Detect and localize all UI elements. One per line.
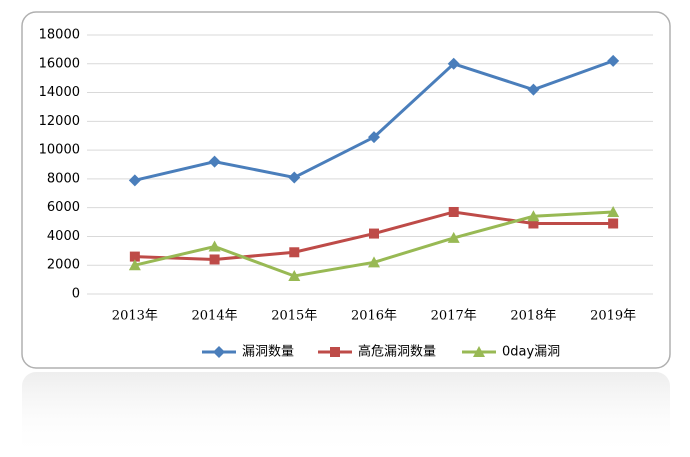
x-tick-label: 2017年	[431, 309, 477, 324]
point	[608, 218, 619, 229]
point	[447, 231, 460, 243]
point	[527, 210, 540, 222]
x-tick-label: 2015年	[271, 309, 317, 324]
point	[289, 247, 300, 258]
point	[607, 205, 620, 217]
point	[368, 256, 380, 268]
legend-label: 高危漏洞数量	[358, 344, 436, 360]
point	[128, 174, 141, 187]
y-tick-label: 8000	[47, 171, 80, 186]
y-tick-label: 16000	[39, 56, 80, 71]
y-tick-label: 18000	[39, 28, 80, 43]
point	[129, 251, 140, 262]
legend-marker	[473, 346, 485, 357]
x-tick-label: 2018年	[510, 309, 556, 324]
y-tick-label: 0	[72, 287, 80, 302]
y-tick-label: 6000	[47, 200, 80, 215]
point	[447, 57, 460, 70]
x-tick-label: 2019年	[590, 309, 636, 324]
point	[128, 259, 141, 271]
y-tick-label: 12000	[39, 114, 80, 129]
y-tick-label: 14000	[39, 85, 80, 100]
x-tick-label: 2014年	[192, 309, 238, 324]
point	[368, 131, 380, 144]
y-tick-label: 4000	[47, 229, 80, 244]
y-tick-label: 10000	[39, 143, 80, 158]
point	[528, 218, 539, 229]
y-tick-label: 2000	[47, 258, 80, 273]
point	[288, 270, 301, 282]
x-tick-label: 2013年	[112, 309, 158, 324]
reflection	[22, 372, 670, 457]
legend-marker	[213, 346, 225, 358]
chart-frame	[21, 11, 671, 369]
point	[208, 155, 221, 168]
legend-marker	[330, 347, 340, 357]
legend-label: 0day漏洞	[502, 344, 560, 360]
x-tick-label: 2016年	[351, 309, 397, 324]
point	[208, 240, 221, 252]
point	[209, 254, 220, 265]
point	[448, 206, 459, 217]
point	[288, 171, 301, 184]
point	[527, 83, 540, 96]
legend-label: 漏洞数量	[242, 344, 294, 360]
point	[369, 228, 379, 239]
point	[607, 54, 620, 67]
